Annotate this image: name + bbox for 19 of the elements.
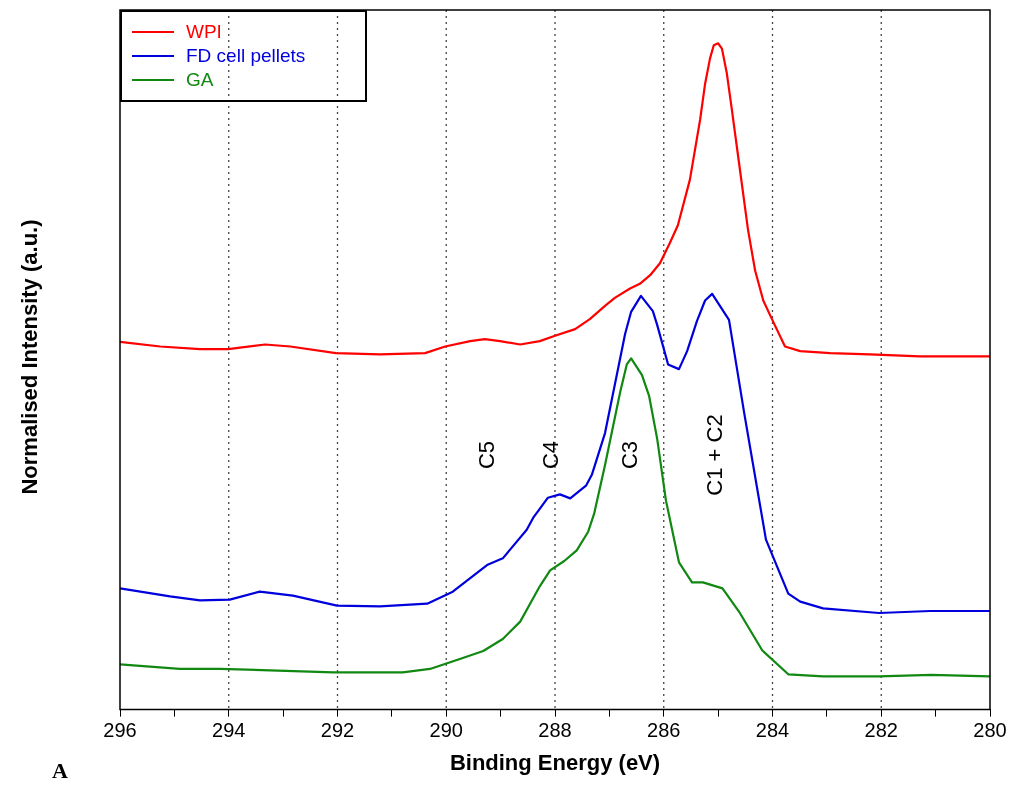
x-tick-label: 282: [864, 719, 898, 742]
x-axis-title: Binding Energy (eV): [449, 749, 661, 775]
x-tick-label: 292: [320, 719, 355, 742]
x-tick-label: 294: [212, 719, 246, 742]
annotation: C1 + C2: [702, 414, 728, 496]
x-tick-label: 290: [429, 719, 463, 742]
legend-label: GA: [186, 69, 214, 91]
annotation: C5: [474, 440, 500, 470]
x-tick-label: 280: [973, 719, 1007, 742]
y-axis-title: Normalised Intensity (a.u.): [17, 219, 43, 495]
x-tick-label: 296: [103, 719, 137, 742]
legend-label: WPI: [186, 21, 222, 43]
annotation: C4: [538, 440, 564, 470]
x-tick-label: 286: [647, 719, 681, 742]
x-tick-label: 288: [538, 719, 572, 742]
legend-label: FD cell pellets: [186, 45, 306, 67]
annotation: C3: [617, 440, 643, 470]
text: A: [52, 758, 68, 784]
x-tick-label: 284: [755, 719, 790, 742]
